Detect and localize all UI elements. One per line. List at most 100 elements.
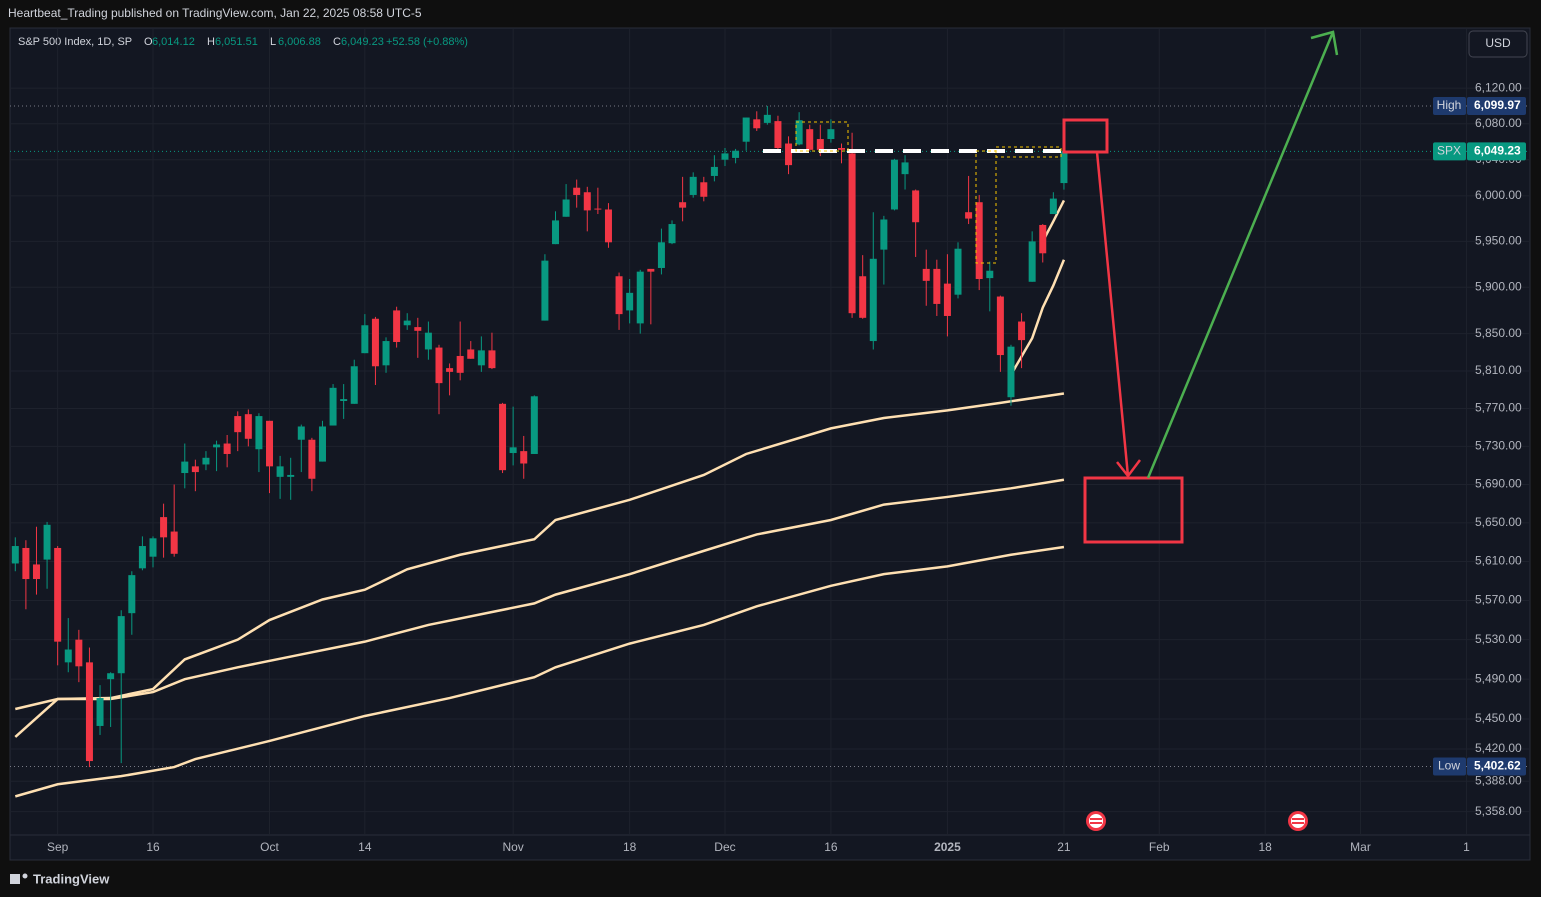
candle-body bbox=[414, 327, 422, 331]
ohlc-value: 6,049.23 bbox=[341, 36, 384, 48]
candle-body bbox=[1028, 241, 1036, 282]
price-value-tag bbox=[1467, 757, 1526, 776]
candle-body bbox=[785, 143, 793, 166]
ohlc-value: 6,006.88 bbox=[278, 36, 321, 48]
candle-body bbox=[350, 366, 358, 404]
candle-body bbox=[1039, 224, 1047, 254]
candle-body bbox=[552, 220, 560, 245]
event-icon[interactable] bbox=[1086, 811, 1106, 831]
candle-body bbox=[117, 616, 125, 674]
event-icon[interactable] bbox=[1288, 811, 1308, 831]
drawings bbox=[763, 30, 1339, 831]
candle-body bbox=[266, 420, 274, 467]
candle-body bbox=[202, 457, 210, 465]
ohlc-key: C bbox=[333, 36, 341, 48]
price-name-tag bbox=[1433, 757, 1466, 776]
price-name: Low bbox=[1438, 759, 1460, 773]
candle-body bbox=[679, 202, 687, 208]
price-value: 6,099.97 bbox=[1474, 98, 1521, 112]
published-line: Heartbeat_Trading published on TradingVi… bbox=[8, 6, 422, 20]
candle-body bbox=[573, 187, 581, 195]
price-name: SPX bbox=[1437, 144, 1461, 158]
candle-body bbox=[721, 153, 729, 160]
candle-body bbox=[965, 212, 973, 219]
y-tick-label: 5,850.00 bbox=[1475, 326, 1522, 340]
candle-body bbox=[64, 649, 72, 663]
zone bbox=[795, 121, 849, 152]
y-tick-label: 5,570.00 bbox=[1475, 593, 1522, 607]
x-tick-label: Mar bbox=[1350, 840, 1371, 854]
candle-body bbox=[816, 139, 824, 150]
candle-body bbox=[594, 208, 602, 210]
x-tick-label: 1 bbox=[1463, 840, 1470, 854]
moving-average bbox=[1009, 259, 1066, 376]
candle-body bbox=[509, 447, 517, 454]
currency-button[interactable] bbox=[1468, 30, 1528, 58]
candle-body bbox=[647, 268, 655, 272]
candle-body bbox=[85, 662, 93, 762]
x-tick-label: Dec bbox=[714, 840, 735, 854]
y-tick-label: 6,080.00 bbox=[1475, 116, 1522, 130]
candle-body bbox=[657, 242, 665, 268]
candle-body bbox=[382, 341, 390, 366]
candle-body bbox=[308, 439, 316, 479]
candle-body bbox=[996, 296, 1004, 356]
candle-body bbox=[732, 150, 740, 158]
y-tick-label: 5,900.00 bbox=[1475, 279, 1522, 293]
candle-body bbox=[901, 162, 909, 175]
ohlc-value: 6,014.12 bbox=[152, 36, 195, 48]
candle-body bbox=[604, 209, 612, 243]
change: +52.58 (+0.88%) bbox=[386, 36, 468, 48]
up-arrow bbox=[1146, 30, 1339, 479]
candle-body bbox=[837, 148, 845, 150]
y-tick-label: 5,690.00 bbox=[1475, 477, 1522, 491]
candle-body bbox=[107, 673, 115, 680]
target-box bbox=[1062, 118, 1109, 154]
candle-body bbox=[848, 153, 856, 314]
down-arrow bbox=[1095, 151, 1141, 479]
candle-body bbox=[541, 260, 549, 321]
moving-average bbox=[1041, 199, 1066, 242]
candle-body bbox=[11, 546, 19, 564]
candle-body bbox=[424, 332, 432, 350]
y-tick-label: 5,388.00 bbox=[1475, 773, 1522, 787]
candle-body bbox=[710, 166, 718, 176]
y-tick-label: 5,610.00 bbox=[1475, 554, 1522, 568]
candle-body bbox=[213, 444, 221, 448]
ohlc-value: 6,051.51 bbox=[215, 36, 258, 48]
price-value-tag bbox=[1467, 142, 1526, 161]
candle-body bbox=[234, 416, 242, 433]
price-name-tag bbox=[1433, 142, 1466, 161]
x-tick-label: Nov bbox=[502, 840, 523, 854]
candle-body bbox=[742, 117, 750, 142]
candle-body bbox=[626, 292, 634, 311]
candle-body bbox=[138, 546, 146, 569]
candle-body bbox=[859, 276, 867, 318]
candle-body bbox=[975, 202, 983, 280]
candle-body bbox=[488, 350, 496, 369]
candle-body bbox=[636, 271, 644, 324]
candle-body bbox=[96, 698, 104, 726]
brand: TradingView bbox=[33, 871, 110, 886]
candle-body bbox=[287, 474, 295, 477]
x-tick-label: Feb bbox=[1149, 840, 1170, 854]
price-name: High bbox=[1437, 98, 1462, 112]
candle-body bbox=[890, 159, 898, 210]
candle-body bbox=[827, 129, 835, 140]
candle-body bbox=[912, 190, 920, 223]
candle-body bbox=[456, 355, 464, 373]
candle-body bbox=[880, 219, 888, 250]
price-value-tag bbox=[1467, 96, 1526, 115]
zone bbox=[995, 146, 1062, 158]
currency[interactable]: USD bbox=[1485, 36, 1511, 50]
y-tick-label: 5,530.00 bbox=[1475, 632, 1522, 646]
x-tick-label: Sep bbox=[47, 840, 69, 854]
candle-body bbox=[43, 524, 51, 560]
price-value: 6,049.23 bbox=[1474, 144, 1521, 158]
candle-body bbox=[499, 403, 507, 471]
candle-body bbox=[318, 426, 326, 462]
candle-body bbox=[467, 349, 475, 359]
candle-body bbox=[668, 224, 676, 244]
y-tick-label: 5,420.00 bbox=[1475, 741, 1522, 755]
